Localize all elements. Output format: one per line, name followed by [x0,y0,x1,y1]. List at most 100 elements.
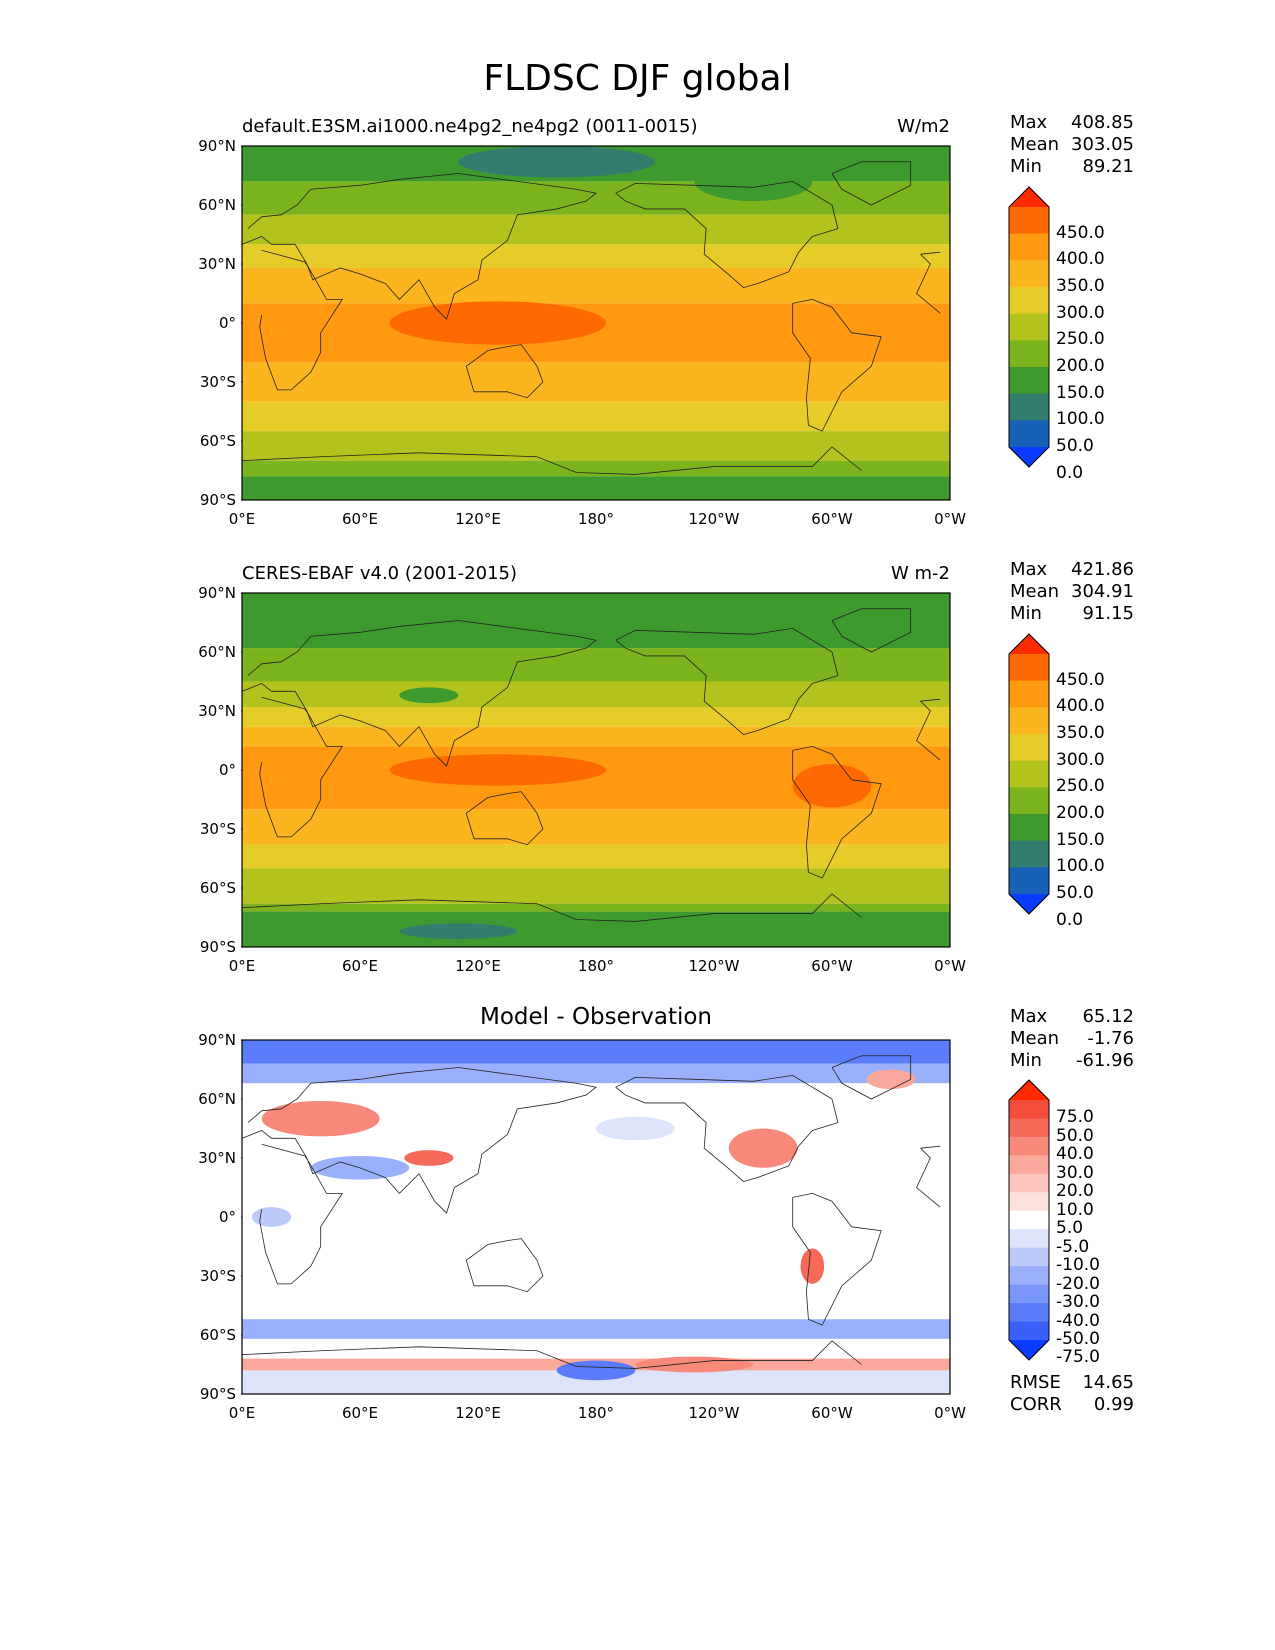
colorbar-tick-label: -20.0 [1056,1273,1100,1294]
colorbar-segment [1009,207,1049,235]
coastline [259,696,941,838]
lat-tick-label: 0° [218,1208,236,1226]
map-ref [241,592,951,948]
lon-tick-label: 60°E [341,510,379,528]
colorbar-extend-max [1009,634,1049,654]
colorbar-tick-label: 30.0 [1056,1162,1094,1183]
colorbar-tick-label: -30.0 [1056,1292,1100,1313]
stats-block: Max 408.85 Mean 303.05 Min 89.21 [1010,112,1134,178]
lon-tick-label: 120°E [455,957,501,975]
coastline [259,249,941,391]
lon-tick-label: 0°E [228,957,256,975]
colorbar-segment [1009,393,1049,421]
lon-tick-label: 180° [577,1404,615,1422]
coastline [615,1074,839,1183]
contour-patch [596,1116,675,1141]
lon-tick-label: 60°W [811,957,853,975]
contour-band [242,648,950,682]
colorbar-segment [1009,1229,1049,1249]
contour-patch [800,1248,825,1284]
colorbar-extend-max [1009,187,1049,207]
stat-row: CORR 0.99 [1010,1394,1134,1416]
stat-value: 408.85 [1071,112,1134,133]
lat-tick-label: 90°S [199,1385,236,1403]
colorbar-segment [1009,1173,1049,1193]
stat-value: 91.15 [1082,603,1134,624]
coastline [241,1340,862,1369]
contour-patch [404,1150,454,1166]
lon-tick-label: 120°W [688,1404,740,1422]
colorbar-segment [1009,420,1049,448]
coastline [615,627,839,736]
lat-tick-label: 30°S [199,373,236,391]
colorbar-segment [1009,313,1049,341]
colorbar-tick-label: 200.0 [1056,356,1105,376]
coastline [615,180,839,289]
lat-tick-label: 60°N [198,1090,236,1108]
colorbar-tick-label: 300.0 [1056,749,1105,770]
colorbar-tick-label: 20.0 [1056,1181,1094,1202]
contour-band [242,214,950,245]
stat-name: Mean [1010,1028,1060,1049]
colorbar-segment [1009,1118,1049,1138]
colorbar-segment [1009,680,1049,708]
lon-tick-label: 0°W [934,1404,966,1422]
lon-tick-label: 120°W [688,957,740,975]
stat-value: 304.91 [1071,581,1134,602]
lon-tick-label: 0°E [228,510,256,528]
panel-left-title: CERES-EBAF v4.0 (2001-2015) [242,563,518,584]
contour-patch [261,1100,380,1137]
figure-title: FLDSC DJF global [483,58,792,99]
lat-tick-label: 90°S [199,938,236,956]
contour-band [242,844,950,869]
stat-row: Min 89.21 [1010,156,1134,178]
coastline [259,1143,941,1285]
contour-band [242,911,950,947]
colorbar-segment [1009,1210,1049,1230]
colorbar-outline [1008,1079,1050,1361]
stat-name: Max [1010,112,1048,133]
lat-tick-label: 60°N [198,643,236,661]
colorbar-segment [1009,367,1049,395]
colorbar-tick-label: 50.0 [1056,436,1094,456]
colorbar-segment [1009,1321,1049,1341]
stat-name: Max [1010,1006,1048,1027]
lat-tick-label: 60°S [199,432,236,450]
lat-tick-label: 30°N [198,1149,236,1167]
colorbar-tick-label: 300.0 [1056,302,1105,323]
contour-band [242,244,950,268]
contour-band [242,868,950,904]
contour-band [242,1319,950,1339]
colorbar-tick-label: 100.0 [1056,409,1105,430]
colorbar-segment [1009,1303,1049,1323]
contour-patch [694,161,813,202]
colorbar-tick-label: 50.0 [1056,883,1094,903]
colorbar-segment [1009,814,1049,842]
contour-band [242,809,950,845]
contour-band [242,1338,950,1359]
stat-name: CORR [1010,1394,1062,1415]
contour-band [242,476,950,500]
colorbar-tick-label: -10.0 [1056,1255,1100,1276]
colorbar-tick-label: 10.0 [1056,1199,1094,1220]
stats-block: Max 65.12 Mean -1.76 Min -61.96 [1010,1006,1134,1072]
contour-band [242,903,950,912]
panel-units: W/m2 [897,116,950,137]
panel-center-title: Model - Observation [479,1004,713,1030]
colorbar-segment [1009,1155,1049,1175]
colorbar-segment [1009,1266,1049,1286]
colorbar-segment [1009,1284,1049,1304]
lat-tick-label: 30°N [198,702,236,720]
stat-row: Max 65.12 [1010,1006,1134,1028]
lon-tick-label: 60°W [811,1404,853,1422]
stat-value: -1.76 [1087,1028,1134,1049]
colorbar-tick-label: 350.0 [1056,276,1105,296]
lat-tick-label: 0° [218,314,236,332]
stats-block: Max 421.86 Mean 304.91 Min 91.15 [1010,559,1134,625]
coastline [465,1238,544,1293]
contour-band [242,303,950,363]
contour-band [242,707,950,727]
colorbar-outline [1008,186,1050,468]
panel-left-title: default.E3SM.ai1000.ne4pg2_ne4pg2 (0011-… [242,116,698,137]
contour-band [242,362,950,402]
